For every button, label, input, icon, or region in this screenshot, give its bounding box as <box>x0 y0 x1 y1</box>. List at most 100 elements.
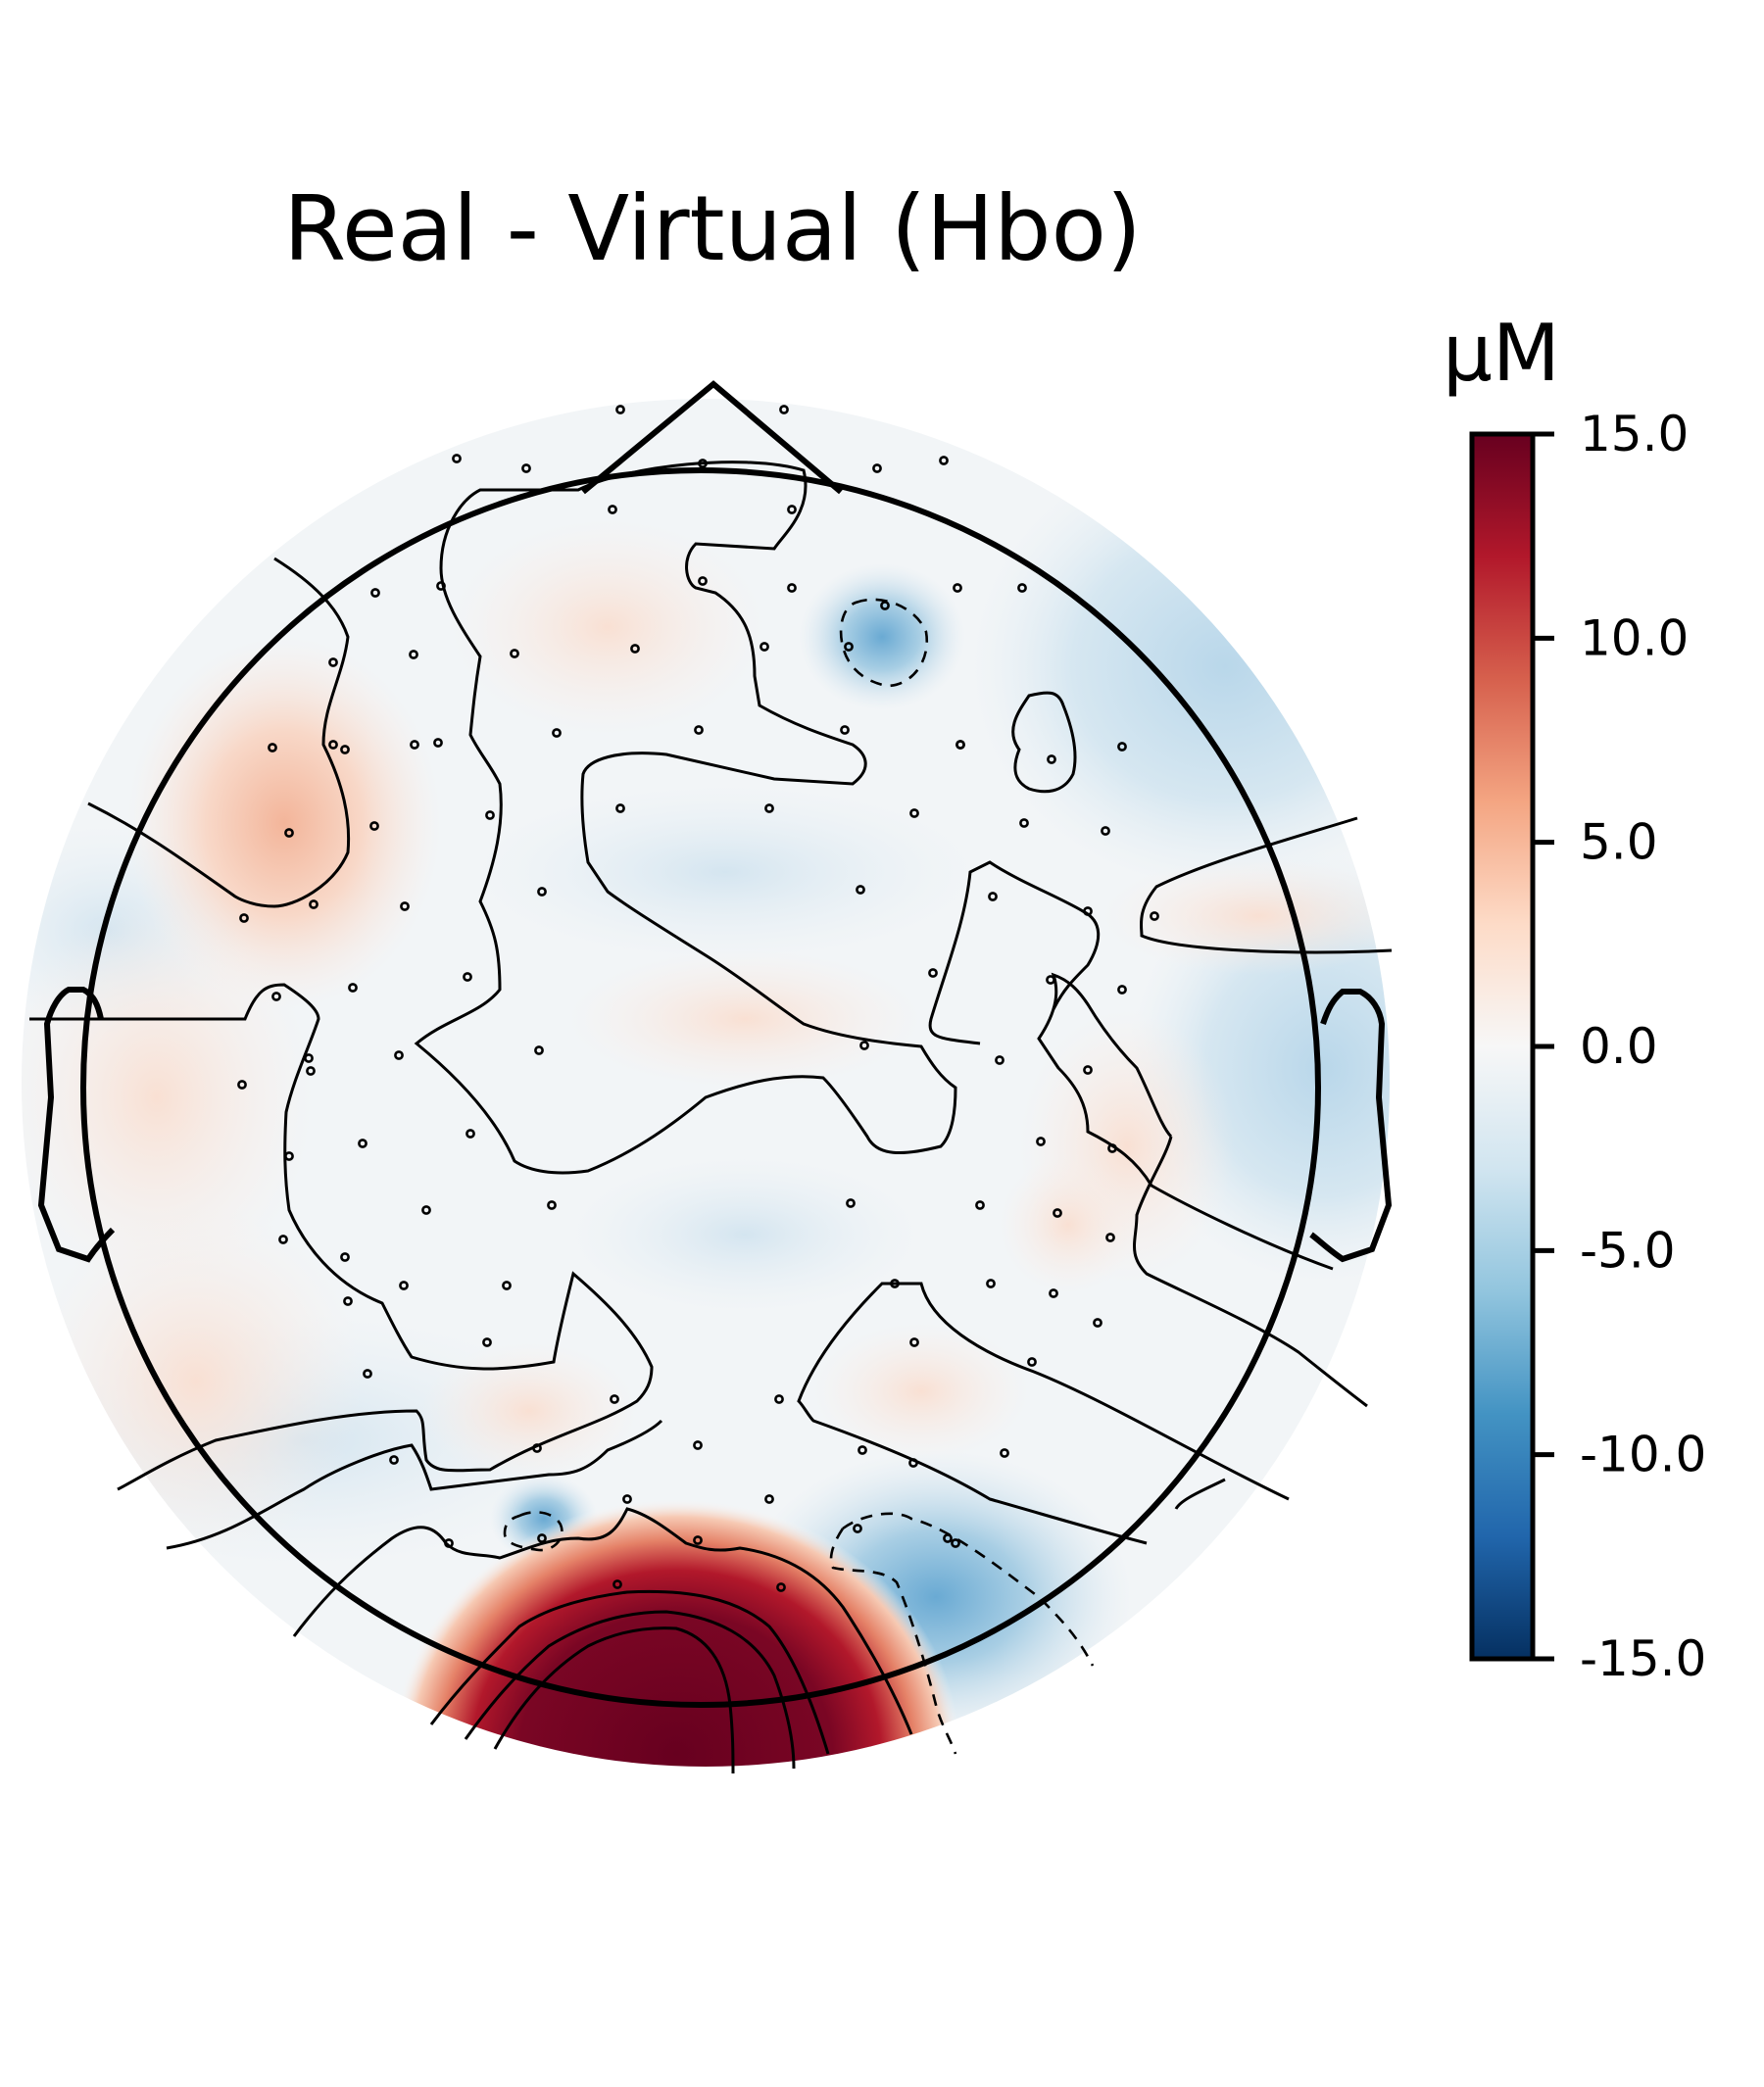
left-ear <box>37 987 116 1263</box>
sensor-marker <box>239 913 249 923</box>
sensor-marker <box>348 983 358 993</box>
sensor-marker <box>1036 1137 1046 1146</box>
sensor-marker <box>284 1151 294 1161</box>
sensor-marker <box>510 649 519 658</box>
sensor-marker <box>521 463 531 473</box>
sensor-marker <box>764 1494 774 1504</box>
colorbar-tick-label: 15.0 <box>1580 406 1689 462</box>
sensor-marker <box>939 456 949 465</box>
sensor-marker <box>306 1066 316 1076</box>
sensor-marker <box>485 810 495 820</box>
sensor-marker <box>774 1394 784 1404</box>
sensor-marker <box>986 1279 996 1288</box>
sensor-marker <box>1093 1318 1102 1328</box>
sensor-marker <box>1046 975 1055 985</box>
sensor-marker <box>278 1235 288 1244</box>
sensor-marker <box>409 650 418 659</box>
sensor-marker <box>844 642 854 652</box>
sensor-marker <box>622 1494 632 1504</box>
sensor-marker <box>1083 1065 1093 1075</box>
colorbar-ticks: 15.0 10.0 5.0 0.0 -5.0 -10.0 -15.0 <box>1533 406 1706 1687</box>
sensor-marker <box>309 899 318 909</box>
sensor-marker <box>452 454 462 463</box>
sensor-marker <box>552 728 562 738</box>
sensor-marker <box>858 1445 867 1455</box>
sensor-marker <box>764 803 774 813</box>
sensor-marker <box>268 743 277 752</box>
sensor-marker <box>943 1533 953 1543</box>
sensor-marker <box>363 1369 372 1379</box>
sensor-marker <box>1053 1208 1062 1218</box>
sensor-marker <box>787 583 797 593</box>
sensor-marker <box>537 1533 547 1543</box>
sensor-marker <box>694 725 704 735</box>
colorbar-tick-label: 5.0 <box>1580 814 1658 871</box>
sensor-marker <box>1101 826 1110 836</box>
sensor-marker <box>304 1053 314 1063</box>
sensor-marker <box>908 1458 918 1468</box>
sensor-marker <box>615 405 625 414</box>
sensor-marker <box>1000 1448 1009 1458</box>
topomap-field <box>22 399 1390 1767</box>
sensor-marker <box>1049 1288 1058 1298</box>
sensor-marker <box>369 821 379 831</box>
sensor-marker <box>890 1279 900 1288</box>
right-ear <box>1309 989 1393 1263</box>
sensor-marker <box>995 1055 1004 1065</box>
sensor-marker <box>872 463 882 473</box>
sensor-marker <box>909 808 919 818</box>
sensor-marker <box>1027 1357 1037 1367</box>
sensor-marker <box>760 642 769 652</box>
sensor-marker <box>1047 754 1056 764</box>
sensor-marker <box>444 1538 454 1548</box>
sensor-marker <box>400 901 410 911</box>
sensor-marker <box>610 1394 619 1404</box>
sensor-marker <box>853 1524 862 1533</box>
sensor-marker <box>537 887 547 897</box>
sensor-marker <box>237 1080 247 1090</box>
sensor-marker <box>608 505 617 514</box>
sensor-marker <box>698 576 708 586</box>
head-circle <box>80 467 1321 1708</box>
sensor-marker <box>859 1041 869 1050</box>
sensor-marker <box>502 1281 512 1290</box>
head-outline <box>37 380 1393 1708</box>
sensor-marker <box>343 1296 353 1306</box>
sensor-marker <box>787 505 797 514</box>
sensor-marker <box>340 745 350 754</box>
colorbar-tick-label: -15.0 <box>1580 1630 1706 1687</box>
sensor-marker <box>975 1200 985 1210</box>
sensor-marker <box>410 740 419 750</box>
colorbar-unit-label: µM <box>1443 308 1560 399</box>
sensor-marker <box>1117 742 1127 752</box>
sensor-markers <box>237 405 1159 1592</box>
sensor-marker <box>615 803 625 813</box>
sensor-marker <box>693 1440 703 1450</box>
sensor-marker <box>466 1129 475 1139</box>
sensor-marker <box>693 1535 703 1545</box>
sensor-marker <box>421 1205 431 1215</box>
colorbar: µM 15.0 10.0 5.0 0.0 -5.0 -10.0 -15.0 <box>1443 308 1706 1687</box>
sensor-marker <box>1017 583 1027 593</box>
sensor-marker <box>612 1579 622 1589</box>
nose-outline <box>581 380 843 495</box>
sensor-marker <box>840 725 850 735</box>
colorbar-tick-label: -5.0 <box>1580 1222 1676 1279</box>
sensor-marker <box>370 588 380 598</box>
sensor-marker <box>534 1045 544 1055</box>
sensor-marker <box>856 885 865 895</box>
sensor-marker <box>1150 911 1159 921</box>
sensor-marker <box>328 657 338 667</box>
sensor-marker <box>698 459 708 468</box>
sensor-marker <box>389 1455 399 1465</box>
sensor-marker <box>1107 1143 1117 1153</box>
sensor-marker <box>1105 1233 1115 1242</box>
sensor-marker <box>988 892 998 901</box>
sensor-marker <box>436 581 446 591</box>
sensor-marker <box>328 740 338 750</box>
sensor-marker <box>909 1337 919 1347</box>
sensor-marker <box>284 828 294 838</box>
sensor-marker <box>779 405 789 414</box>
sensor-marker <box>928 968 938 978</box>
